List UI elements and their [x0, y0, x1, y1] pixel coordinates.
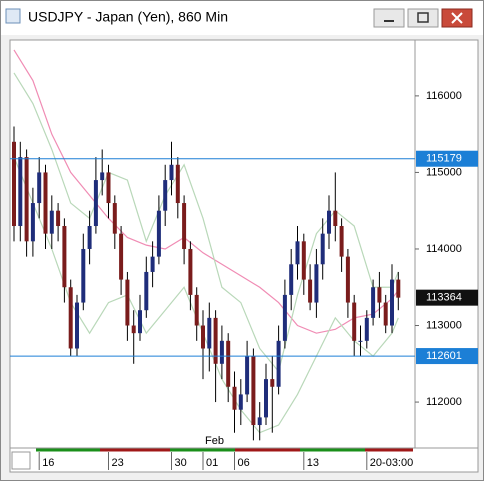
- candle-body: [163, 180, 168, 211]
- candle-body: [131, 325, 136, 334]
- x-tick-label: 06: [238, 457, 250, 469]
- y-tick-label: 115000: [426, 166, 462, 178]
- candle-body: [276, 340, 281, 387]
- candle-body: [345, 256, 350, 303]
- maximize-button[interactable]: [407, 8, 439, 28]
- price-axis: [414, 39, 479, 449]
- candle-body: [81, 248, 86, 303]
- candle-body: [106, 172, 111, 204]
- maximize-icon: [417, 12, 429, 23]
- candle-body: [207, 317, 212, 349]
- candle-body: [138, 310, 142, 334]
- level-label-box: [416, 348, 478, 365]
- candle-body: [49, 210, 54, 234]
- x-tick-label: 16: [42, 457, 54, 469]
- overlay-line: [13, 72, 399, 373]
- candle-body: [56, 210, 61, 227]
- candle-body: [119, 233, 124, 280]
- candle-body: [87, 226, 92, 249]
- candle-body: [213, 317, 218, 364]
- candle-body: [295, 241, 300, 265]
- candle-body: [364, 317, 369, 341]
- y-tick-label: 114000: [426, 243, 462, 255]
- candle-body: [112, 203, 117, 234]
- candle-body: [156, 210, 161, 257]
- candle-body: [383, 302, 388, 326]
- last-price-box: [416, 289, 478, 306]
- overlay-line: [13, 49, 399, 334]
- time-axis: [9, 447, 479, 473]
- candle-body: [377, 287, 382, 303]
- candle-body: [371, 287, 376, 318]
- candle-body: [43, 172, 48, 234]
- candle-body: [226, 340, 231, 387]
- candle-body: [100, 172, 105, 181]
- candle-body: [125, 279, 130, 326]
- candle-body: [18, 157, 23, 227]
- candle-body: [62, 226, 67, 288]
- candle-body: [238, 394, 243, 410]
- candle-body: [301, 241, 306, 280]
- candle-body: [358, 340, 363, 342]
- candle-body: [333, 210, 338, 227]
- candle-body: [219, 340, 224, 364]
- app-icon: [5, 8, 21, 24]
- candle-body: [175, 164, 180, 204]
- candle-body: [257, 417, 262, 426]
- candle-body: [314, 264, 319, 303]
- candle-body: [30, 203, 35, 242]
- candle-body: [68, 287, 73, 349]
- plot-area: [9, 39, 416, 449]
- candle-body: [289, 264, 294, 295]
- level-label: 115179: [426, 153, 462, 165]
- candle-body: [144, 271, 149, 311]
- candle-body: [201, 325, 205, 349]
- candle-body: [245, 356, 250, 395]
- corner-box: [11, 451, 31, 470]
- last-price-label: 113364: [426, 292, 462, 304]
- candle-body: [75, 302, 79, 349]
- candle-body: [24, 157, 29, 242]
- candle-body: [264, 379, 268, 418]
- candle-body: [182, 203, 187, 249]
- y-tick-label: 112000: [426, 396, 462, 408]
- window-title: USDJPY - Japan (Yen), 860 Min: [28, 9, 228, 25]
- candle-body: [320, 233, 325, 265]
- x-tick-label: 13: [307, 457, 319, 469]
- candle-body: [169, 164, 174, 181]
- y-tick-label: 113000: [426, 319, 462, 331]
- candle-body: [188, 248, 193, 295]
- x-tick-label: 30: [175, 457, 187, 469]
- month-label: Feb: [205, 435, 224, 447]
- candle-body: [150, 256, 155, 272]
- x-tick-label: 23: [112, 457, 124, 469]
- x-tick-label: 20-03:00: [370, 457, 413, 469]
- close-icon: [451, 12, 463, 24]
- candle-body: [327, 210, 331, 234]
- y-tick-label: 116000: [426, 90, 462, 102]
- candle-body: [308, 279, 313, 303]
- candle-body: [194, 294, 199, 326]
- candle-body: [390, 279, 394, 326]
- candle-body: [339, 226, 344, 257]
- level-label: 112601: [426, 350, 462, 362]
- candle-body: [251, 356, 256, 426]
- candle-body: [396, 279, 401, 298]
- candle-body: [232, 386, 237, 410]
- level-label-box: [416, 150, 478, 167]
- minimize-button[interactable]: [373, 8, 405, 28]
- candle-body: [12, 141, 16, 227]
- candle-body: [282, 294, 287, 341]
- candle-body: [37, 172, 42, 204]
- x-tick-label: 01: [206, 457, 218, 469]
- candle-body: [270, 379, 275, 387]
- candle-body: [352, 302, 357, 341]
- candle-body: [93, 180, 98, 227]
